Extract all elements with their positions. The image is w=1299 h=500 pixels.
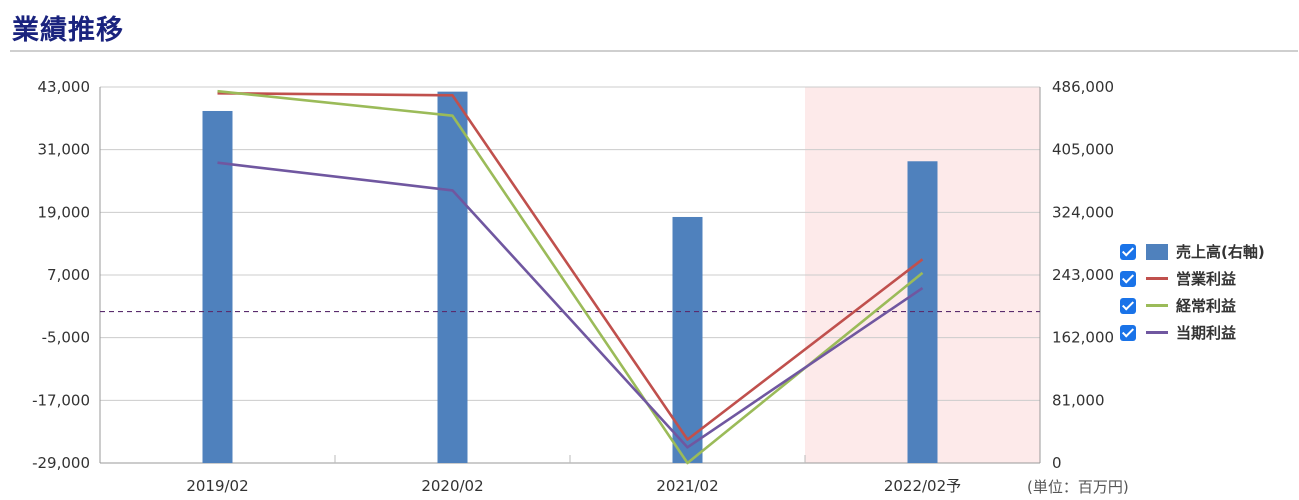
legend-label: 経常利益: [1176, 297, 1237, 315]
y-left-tick-label: -17,000: [32, 391, 90, 409]
operating-profit-line: [217, 91, 924, 441]
y-left-tick-label: 19,000: [38, 203, 91, 221]
unit-label: (単位：百万円): [1027, 478, 1129, 496]
legend-checkbox[interactable]: [1120, 270, 1136, 287]
legend-item-sales[interactable]: 売上高(右軸): [1120, 238, 1265, 265]
legend-checkbox[interactable]: [1120, 297, 1136, 314]
legend-swatch: [1146, 277, 1168, 280]
y-right-tick-label: 405,000: [1052, 141, 1114, 159]
y-right-tick-label: 243,000: [1052, 266, 1114, 284]
legend-swatch: [1146, 331, 1168, 334]
legend-checkbox[interactable]: [1120, 324, 1136, 341]
sales-bar: [672, 216, 703, 463]
legend-item-net[interactable]: 当期利益: [1120, 319, 1265, 346]
x-tick-label: 2022/02予: [884, 477, 961, 495]
x-tick-label: 2021/02: [656, 477, 718, 495]
legend-label: 売上高(右軸): [1176, 243, 1265, 261]
legend-checkbox[interactable]: [1120, 243, 1136, 260]
title-divider: [10, 50, 1298, 52]
legend-label: 当期利益: [1176, 324, 1237, 342]
sales-bar: [437, 91, 468, 464]
y-right-tick-label: 324,000: [1052, 203, 1114, 221]
y-right-tick-label: 0: [1052, 454, 1062, 472]
y-right-tick-label: 81,000: [1052, 391, 1105, 409]
page-title: 業績推移: [12, 15, 124, 46]
sales-bar: [202, 110, 233, 464]
legend-item-operating[interactable]: 営業利益: [1120, 265, 1265, 292]
y-left-tick-label: -5,000: [42, 329, 90, 347]
legend-swatch: [1146, 304, 1168, 307]
y-left-tick-label: -29,000: [32, 454, 90, 472]
legend-swatch: [1146, 243, 1168, 260]
legend: 売上高(右軸) 営業利益経常利益当期利益: [1120, 238, 1265, 346]
y-left-tick-label: 31,000: [38, 141, 91, 159]
x-tick-label: 2020/02: [421, 477, 483, 495]
y-left-tick-label: 43,000: [38, 78, 91, 96]
y-right-tick-label: 162,000: [1052, 329, 1114, 347]
legend-item-ordinary[interactable]: 経常利益: [1120, 292, 1265, 319]
y-right-tick-label: 486,000: [1052, 78, 1114, 96]
net-profit-line: [217, 161, 924, 449]
legend-label: 営業利益: [1176, 270, 1237, 288]
y-left-tick-label: 7,000: [47, 266, 90, 284]
x-tick-label: 2019/02: [186, 477, 248, 495]
